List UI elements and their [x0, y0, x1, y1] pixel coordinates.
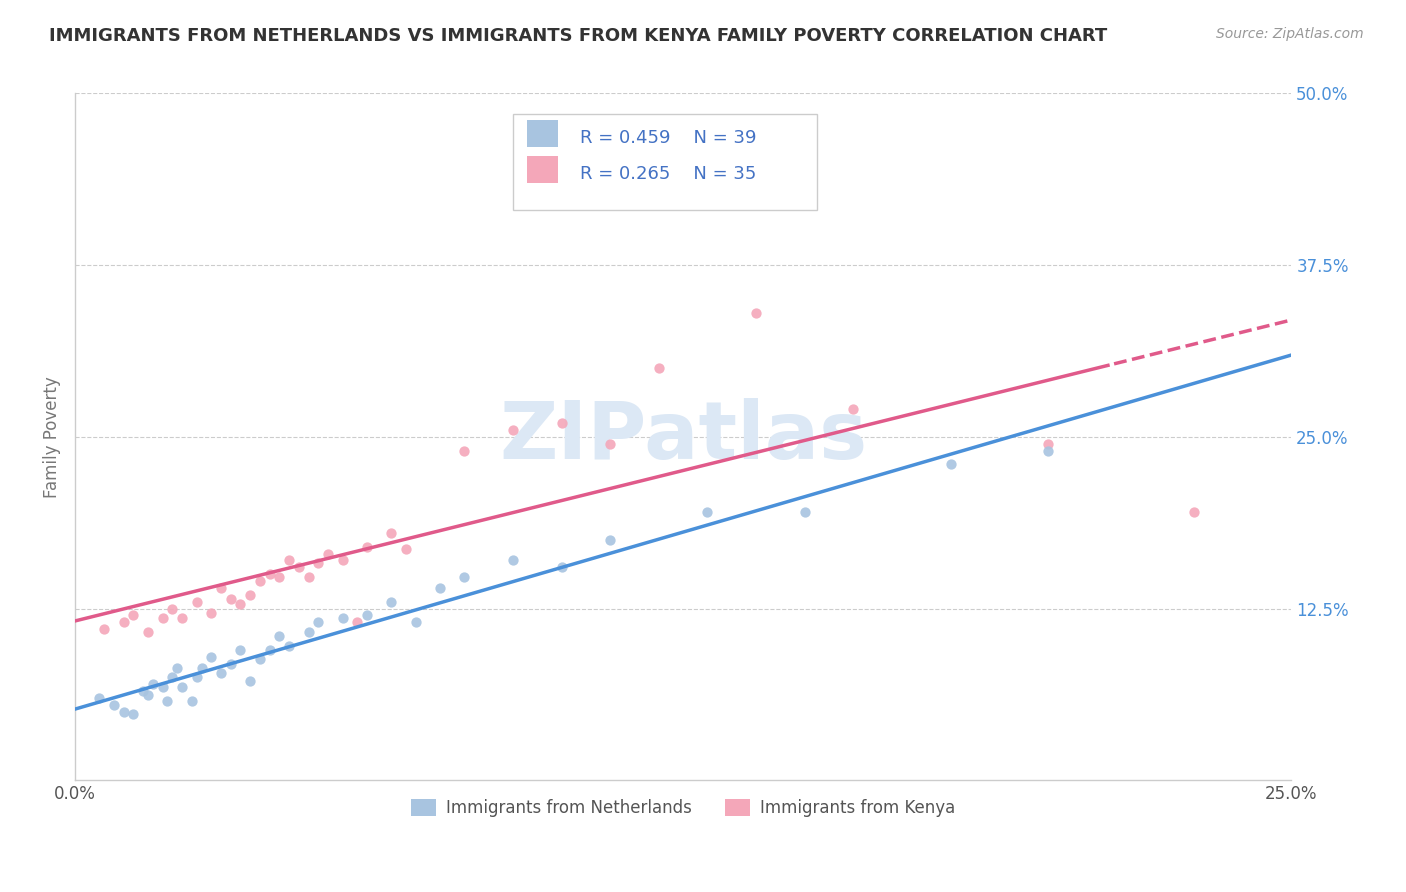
- Point: [122, 707, 145, 722]
- Point: [170, 680, 193, 694]
- Point: [136, 688, 159, 702]
- Point: [502, 423, 524, 437]
- Point: [93, 622, 115, 636]
- Text: Source: ZipAtlas.com: Source: ZipAtlas.com: [1216, 27, 1364, 41]
- Point: [356, 608, 378, 623]
- Point: [297, 624, 319, 639]
- Point: [288, 560, 311, 574]
- Point: [156, 693, 179, 707]
- Point: [112, 705, 135, 719]
- Point: [152, 611, 174, 625]
- Point: [1182, 505, 1205, 519]
- Point: [297, 570, 319, 584]
- Point: [502, 553, 524, 567]
- Point: [166, 660, 188, 674]
- Point: [793, 505, 815, 519]
- Point: [259, 567, 281, 582]
- Point: [550, 416, 572, 430]
- Point: [745, 306, 768, 320]
- FancyBboxPatch shape: [527, 120, 558, 147]
- Point: [696, 505, 718, 519]
- Point: [307, 556, 329, 570]
- Point: [112, 615, 135, 630]
- Text: R = 0.265    N = 35: R = 0.265 N = 35: [579, 165, 756, 184]
- Point: [550, 560, 572, 574]
- Point: [1036, 443, 1059, 458]
- Point: [259, 642, 281, 657]
- Point: [278, 639, 301, 653]
- FancyBboxPatch shape: [527, 155, 558, 183]
- Point: [239, 674, 262, 689]
- Point: [89, 690, 111, 705]
- Point: [249, 574, 271, 588]
- Y-axis label: Family Poverty: Family Poverty: [44, 376, 60, 498]
- Point: [162, 670, 184, 684]
- Point: [229, 598, 252, 612]
- Point: [269, 629, 291, 643]
- Point: [239, 588, 262, 602]
- Point: [429, 581, 451, 595]
- Text: ZIPatlas: ZIPatlas: [499, 398, 868, 475]
- Point: [842, 402, 865, 417]
- Point: [307, 615, 329, 630]
- Point: [316, 547, 339, 561]
- Point: [648, 361, 671, 376]
- Point: [200, 606, 222, 620]
- Point: [599, 533, 621, 547]
- Point: [219, 591, 242, 606]
- Text: R = 0.459    N = 39: R = 0.459 N = 39: [579, 129, 756, 147]
- Point: [269, 570, 291, 584]
- Point: [209, 581, 232, 595]
- Point: [190, 660, 212, 674]
- Point: [332, 553, 354, 567]
- Point: [278, 553, 301, 567]
- Point: [162, 601, 184, 615]
- Legend: Immigrants from Netherlands, Immigrants from Kenya: Immigrants from Netherlands, Immigrants …: [405, 792, 962, 823]
- Point: [356, 540, 378, 554]
- Point: [405, 615, 427, 630]
- Point: [103, 698, 125, 712]
- Point: [170, 611, 193, 625]
- Point: [209, 666, 232, 681]
- Point: [142, 677, 165, 691]
- Point: [186, 670, 208, 684]
- Point: [380, 526, 402, 541]
- Point: [122, 608, 145, 623]
- Text: IMMIGRANTS FROM NETHERLANDS VS IMMIGRANTS FROM KENYA FAMILY POVERTY CORRELATION : IMMIGRANTS FROM NETHERLANDS VS IMMIGRANT…: [49, 27, 1108, 45]
- Point: [1036, 436, 1059, 450]
- Point: [380, 595, 402, 609]
- Point: [453, 443, 475, 458]
- FancyBboxPatch shape: [513, 114, 817, 211]
- Point: [136, 624, 159, 639]
- Point: [346, 615, 368, 630]
- Point: [180, 693, 202, 707]
- Point: [200, 649, 222, 664]
- Point: [249, 652, 271, 666]
- Point: [332, 611, 354, 625]
- Point: [939, 458, 962, 472]
- Point: [132, 684, 155, 698]
- Point: [229, 642, 252, 657]
- Point: [152, 680, 174, 694]
- Point: [599, 436, 621, 450]
- Point: [453, 570, 475, 584]
- Point: [395, 542, 418, 557]
- Point: [219, 657, 242, 671]
- Point: [186, 595, 208, 609]
